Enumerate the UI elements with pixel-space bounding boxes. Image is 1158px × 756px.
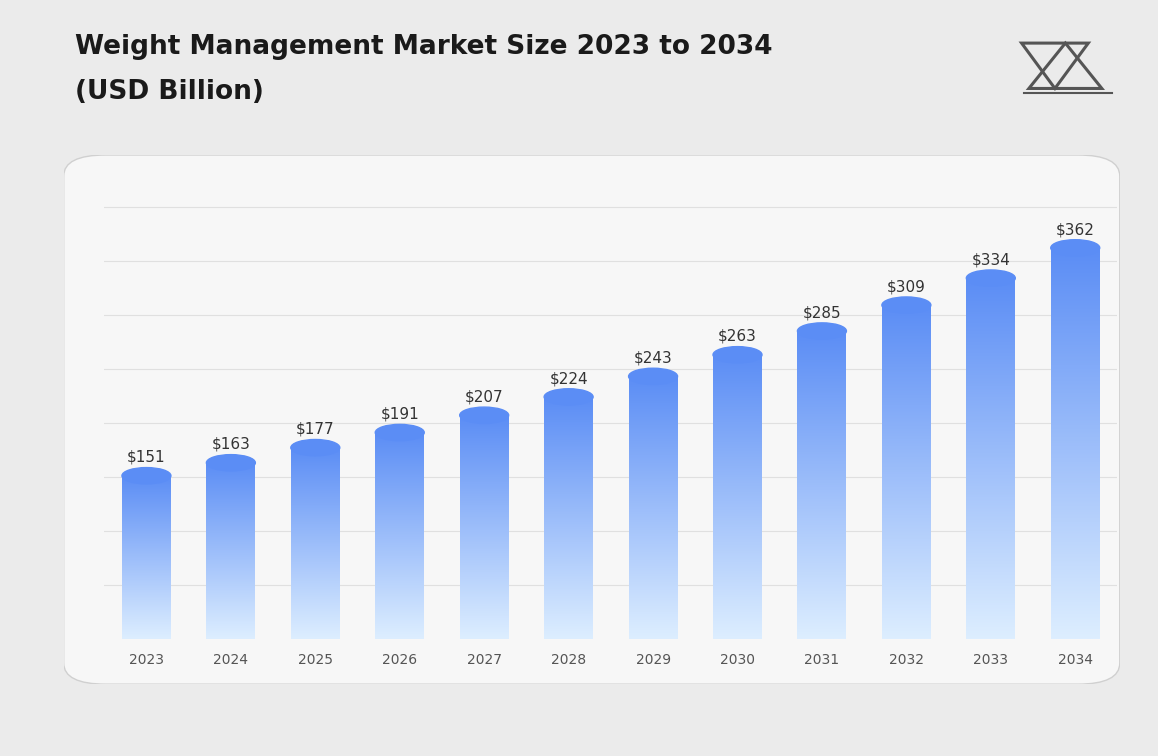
Ellipse shape xyxy=(882,297,931,313)
Ellipse shape xyxy=(798,323,846,339)
Ellipse shape xyxy=(966,270,1016,287)
Text: $207: $207 xyxy=(464,389,504,404)
Text: $285: $285 xyxy=(802,305,841,321)
Text: $362: $362 xyxy=(1056,222,1094,237)
Text: Weight Management Market Size 2023 to 2034: Weight Management Market Size 2023 to 20… xyxy=(75,34,772,60)
Text: $224: $224 xyxy=(549,371,588,386)
Ellipse shape xyxy=(629,368,677,385)
Ellipse shape xyxy=(544,389,593,405)
Text: $309: $309 xyxy=(887,279,925,294)
Ellipse shape xyxy=(1050,240,1100,256)
Ellipse shape xyxy=(460,407,508,423)
Ellipse shape xyxy=(375,424,424,441)
Text: (USD Billion): (USD Billion) xyxy=(75,79,264,105)
Ellipse shape xyxy=(713,346,762,363)
Text: $177: $177 xyxy=(296,422,335,437)
Text: $334: $334 xyxy=(972,253,1010,268)
Text: $263: $263 xyxy=(718,329,757,344)
Ellipse shape xyxy=(206,454,256,471)
Text: $191: $191 xyxy=(380,407,419,422)
Text: $151: $151 xyxy=(127,450,166,465)
Ellipse shape xyxy=(122,467,171,484)
Text: $243: $243 xyxy=(633,351,673,366)
Ellipse shape xyxy=(291,439,339,456)
Text: $163: $163 xyxy=(212,437,250,452)
FancyBboxPatch shape xyxy=(64,155,1120,684)
